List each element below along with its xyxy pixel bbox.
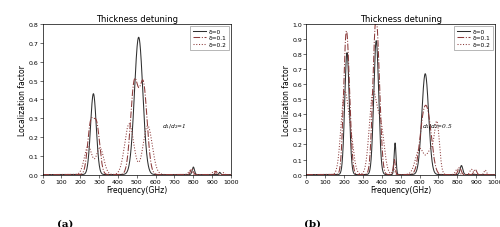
δ=0.1 (86, 136, 91, 139)
δ=0 (228, 173, 234, 176)
δ=0.2 (226, 173, 232, 176)
δ=0.1 (228, 173, 234, 176)
δ=0.2 (490, 173, 496, 176)
δ=0.2 (110, 173, 116, 176)
δ=0.2 (374, 107, 380, 110)
δ=0 (349, 165, 355, 168)
Line: δ=0: δ=0 (306, 42, 495, 175)
δ=0 (347, 130, 353, 133)
δ=0.1 (132, 77, 138, 80)
δ=0 (124, 171, 130, 174)
X-axis label: Frequency(GHz): Frequency(GHz) (106, 185, 168, 194)
δ=0.1 (40, 173, 46, 176)
Text: (a): (a) (57, 219, 73, 227)
δ=0 (84, 166, 90, 168)
δ=0.1 (84, 146, 90, 149)
Text: (b): (b) (304, 219, 321, 227)
δ=0 (373, 40, 379, 43)
δ=0 (40, 173, 46, 176)
δ=0.2 (349, 140, 355, 143)
δ=0.2 (304, 173, 310, 176)
δ=0 (84, 170, 89, 173)
δ=0.2 (126, 123, 132, 126)
Text: $d_1/d_2$=1: $d_1/d_2$=1 (162, 122, 186, 130)
Line: δ=0.1: δ=0.1 (42, 79, 231, 175)
δ=0.2 (124, 129, 130, 131)
δ=0 (388, 173, 394, 176)
δ=0.1 (388, 173, 394, 176)
δ=0.2 (40, 173, 46, 176)
δ=0 (86, 158, 91, 161)
δ=0.1 (84, 156, 89, 158)
δ=0.1 (490, 173, 496, 176)
δ=0.1 (374, 32, 380, 35)
Legend: δ=0, δ=0.1, δ=0.2: δ=0, δ=0.1, δ=0.2 (454, 27, 494, 51)
δ=0.2 (370, 90, 376, 93)
Legend: δ=0, δ=0.1, δ=0.2: δ=0, δ=0.1, δ=0.2 (190, 27, 230, 51)
Text: $d_1/d_2$=0.5: $d_1/d_2$=0.5 (422, 122, 454, 130)
Title: Thickness detuning: Thickness detuning (96, 15, 178, 24)
δ=0.1 (124, 160, 130, 163)
δ=0.2 (84, 146, 90, 149)
δ=0 (110, 173, 116, 176)
δ=0.1 (349, 150, 355, 153)
Line: δ=0.2: δ=0.2 (306, 91, 495, 175)
δ=0 (304, 173, 310, 176)
δ=0.1 (348, 132, 354, 135)
Title: Thickness detuning: Thickness detuning (360, 15, 442, 24)
δ=0.1 (492, 173, 498, 176)
δ=0.1 (226, 173, 232, 176)
δ=0.2 (492, 173, 498, 176)
δ=0.1 (110, 173, 116, 176)
δ=0.1 (373, 18, 379, 20)
δ=0 (492, 173, 498, 176)
δ=0 (374, 58, 380, 61)
Line: δ=0: δ=0 (42, 38, 231, 175)
X-axis label: Frequency(GHz): Frequency(GHz) (370, 185, 432, 194)
δ=0 (490, 173, 496, 176)
δ=0.2 (347, 124, 353, 127)
Y-axis label: Localization factor: Localization factor (282, 65, 291, 135)
δ=0.2 (228, 173, 234, 176)
δ=0 (348, 153, 354, 155)
Line: δ=0.2: δ=0.2 (42, 124, 231, 175)
δ=0 (226, 173, 232, 176)
Line: δ=0.1: δ=0.1 (306, 19, 495, 175)
δ=0.2 (388, 172, 394, 175)
δ=0.2 (86, 145, 91, 148)
δ=0 (136, 37, 141, 39)
Y-axis label: Localization factor: Localization factor (18, 65, 27, 135)
δ=0.1 (304, 173, 310, 176)
δ=0.1 (347, 107, 353, 110)
δ=0.2 (84, 148, 89, 151)
δ=0.2 (348, 132, 354, 135)
